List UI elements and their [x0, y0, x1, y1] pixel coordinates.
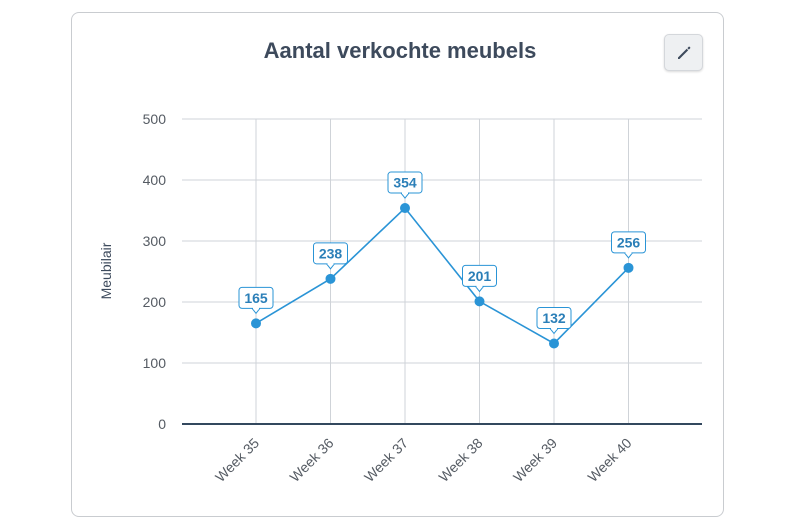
- data-point: [474, 296, 485, 307]
- data-label-text: 256: [617, 234, 641, 250]
- y-axis-label: Meubilair: [98, 242, 114, 299]
- series-line: [255, 206, 630, 345]
- data-points: [251, 203, 634, 349]
- pencil-icon: [677, 46, 690, 59]
- data-label-text: 354: [393, 175, 417, 191]
- x-axis-ticks: Week 35 Week 36 Week 37 Week 38 Week 39 Week …: [212, 435, 635, 485]
- data-label-gap: [476, 285, 483, 288]
- data-label-gap: [327, 262, 334, 265]
- x-tick-label: Week 35: [212, 435, 262, 485]
- data-point: [325, 273, 336, 284]
- x-tick-label: Week 40: [584, 435, 634, 485]
- data-point: [251, 318, 261, 329]
- data-label: 256: [611, 231, 646, 259]
- data-label: 238: [313, 242, 348, 270]
- data-label-gap: [625, 251, 632, 254]
- y-tick-label: 0: [158, 416, 166, 432]
- data-label-text: 165: [244, 290, 268, 306]
- chart-title: Aantal verkochte meubels: [263, 38, 537, 63]
- data-label-pointer: [251, 308, 261, 315]
- data-label-gap: [402, 192, 408, 195]
- data-label-text: 132: [542, 310, 566, 326]
- series-polyline: [255, 206, 630, 345]
- x-tick-label: Week 37: [361, 435, 411, 485]
- data-label-pointer: [549, 328, 559, 335]
- data-label-pointer: [475, 286, 484, 293]
- data-label-pointer: [400, 192, 410, 199]
- y-tick-label: 400: [143, 172, 167, 188]
- data-label-pointer: [326, 263, 335, 270]
- y-axis-ticks: 0 100 200 300 400 500: [143, 111, 167, 432]
- data-label: 165: [238, 286, 274, 315]
- data-label: 201: [462, 264, 497, 293]
- data-point: [623, 262, 634, 273]
- data-label-gap: [551, 327, 557, 330]
- x-tick-label: Week 38: [435, 435, 485, 485]
- edit-button[interactable]: [664, 34, 703, 71]
- x-tick-label: Week 39: [510, 435, 560, 485]
- y-tick-label: 200: [143, 294, 167, 310]
- data-point: [400, 203, 410, 214]
- data-label-gap: [253, 307, 259, 310]
- data-label-pointer: [624, 252, 633, 259]
- data-labels: 165 238 354 201 132 256: [238, 171, 646, 335]
- x-tick-label: Week 36: [286, 435, 336, 485]
- data-point: [549, 338, 559, 349]
- y-tick-label: 100: [143, 355, 167, 371]
- data-label-text: 201: [468, 268, 492, 284]
- data-label: 132: [536, 306, 572, 335]
- data-label: 354: [387, 171, 423, 199]
- chart-card: [71, 12, 724, 517]
- y-tick-label: 300: [143, 233, 167, 249]
- data-label-text: 238: [319, 245, 343, 261]
- y-tick-label: 500: [143, 111, 167, 127]
